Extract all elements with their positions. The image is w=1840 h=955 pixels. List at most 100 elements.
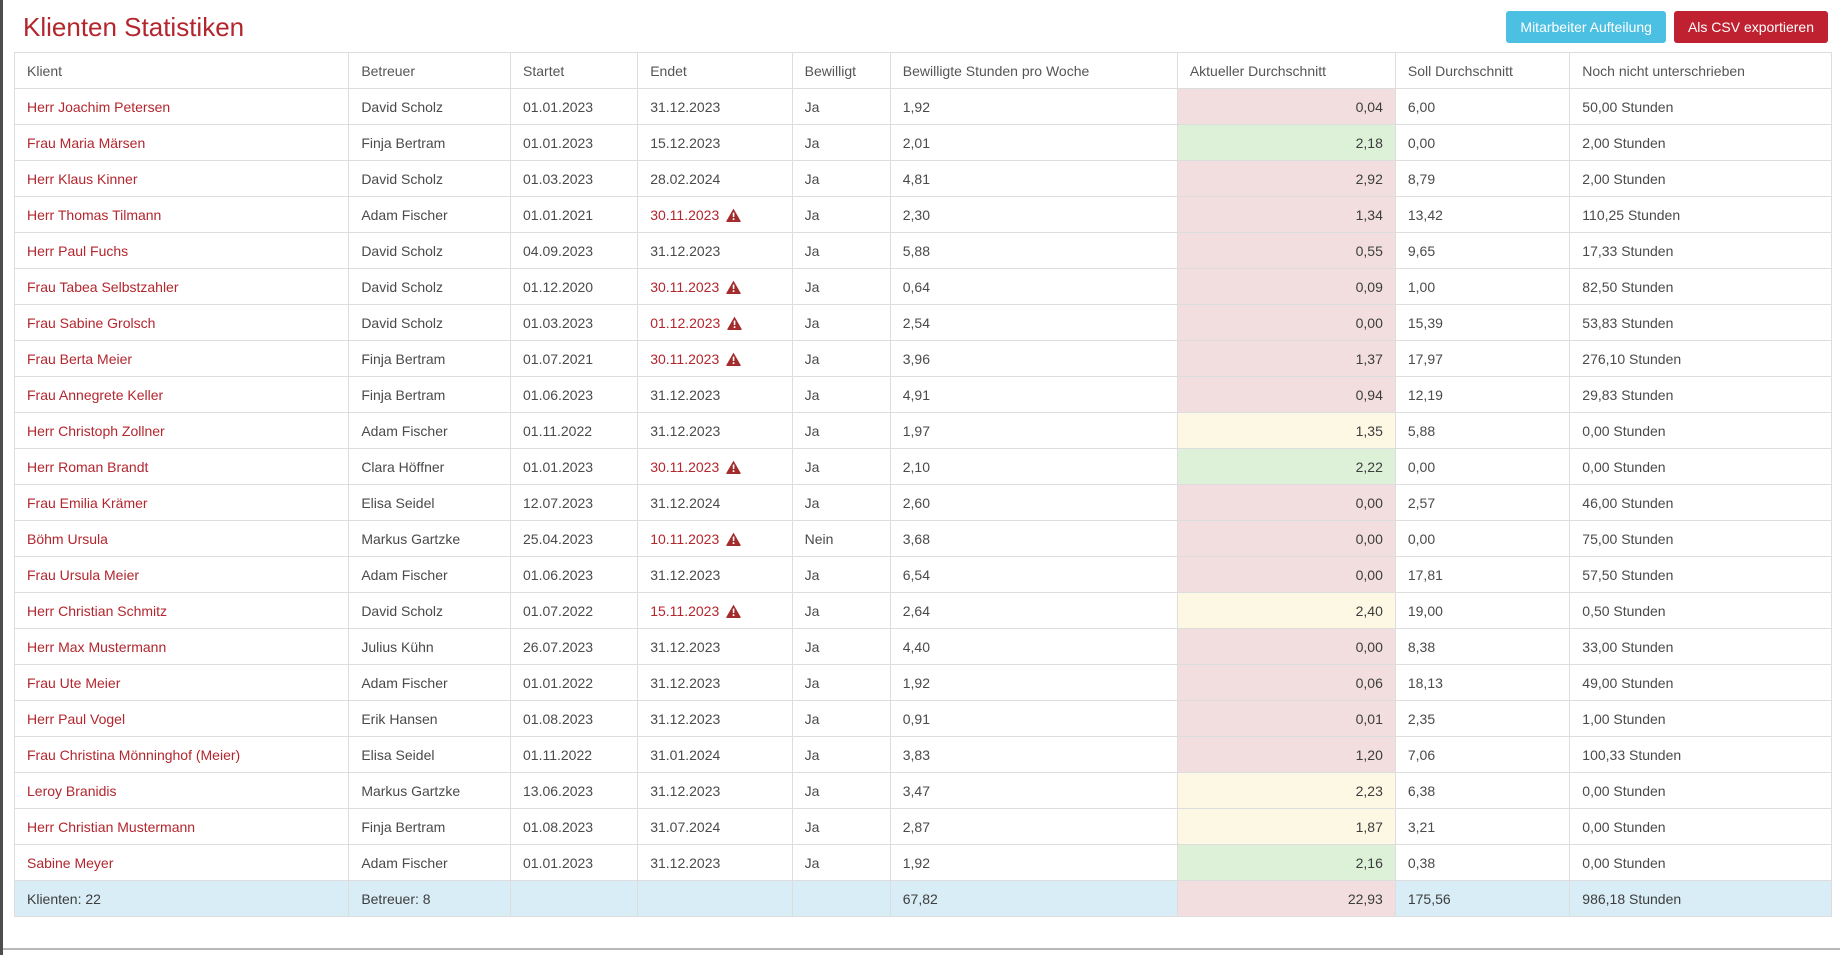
cell-klient: Herr Paul Vogel bbox=[13, 700, 350, 737]
cell-bewilligt: Ja bbox=[791, 124, 891, 161]
client-link[interactable]: Frau Maria Märsen bbox=[27, 134, 146, 151]
client-link[interactable]: Frau Emilia Krämer bbox=[27, 494, 148, 511]
cell-stunden_pro_woche: 2,60 bbox=[889, 484, 1178, 521]
table-row: Frau Maria Märsen Finja Bertram 01.01.2023… bbox=[13, 124, 1832, 161]
cell-soll_durchschnitt: 7,06 bbox=[1394, 736, 1571, 773]
cell-bewilligt: Ja bbox=[791, 772, 891, 809]
cell-stunden_pro_woche: 3,47 bbox=[889, 772, 1178, 809]
end-date-text: 30.11.2023 bbox=[650, 278, 720, 295]
table-row: Herr Christian Mustermann Finja Bertram 01… bbox=[13, 808, 1832, 845]
client-link[interactable]: Sabine Meyer bbox=[27, 854, 114, 871]
client-link[interactable]: Herr Christian Schmitz bbox=[27, 602, 168, 619]
cell-aktueller_durchschnitt: 2,40 bbox=[1176, 592, 1396, 629]
warning-icon bbox=[726, 532, 741, 546]
cell-klient: Herr Klaus Kinner bbox=[13, 160, 350, 197]
client-link[interactable]: Frau Tabea Selbstzahler bbox=[27, 278, 179, 295]
mitarbeiter-aufteilung-button[interactable]: Mitarbeiter Aufteilung bbox=[1506, 10, 1666, 44]
client-link[interactable]: Leroy Branidis bbox=[27, 782, 117, 799]
cell-bewilligt: Ja bbox=[791, 268, 891, 305]
table-row: Herr Paul Fuchs David Scholz 04.09.2023 31.… bbox=[13, 232, 1832, 269]
cell-betreuer: Julius Kühn bbox=[348, 628, 512, 665]
cell-bewilligt: Ja bbox=[791, 556, 891, 593]
cell-klient: Herr Christian Mustermann bbox=[13, 808, 350, 845]
cell-klient: Herr Thomas Tilmann bbox=[13, 196, 350, 233]
table-row: Frau Ute Meier Adam Fischer 01.01.2022 31.1… bbox=[13, 664, 1832, 701]
warning-icon bbox=[726, 460, 741, 474]
total-endet bbox=[637, 880, 793, 917]
cell-soll_durchschnitt: 0,00 bbox=[1394, 520, 1571, 557]
cell-startet: 25.04.2023 bbox=[510, 520, 639, 557]
client-link[interactable]: Herr Paul Vogel bbox=[27, 710, 126, 727]
cell-soll_durchschnitt: 0,38 bbox=[1394, 844, 1571, 881]
total-stunden_pro_woche: 67,82 bbox=[889, 880, 1178, 917]
cell-startet: 01.01.2023 bbox=[510, 124, 639, 161]
cell-endet: 30.11.2023 bbox=[637, 268, 793, 305]
client-link[interactable]: Frau Ursula Meier bbox=[27, 566, 140, 583]
cell-endet: 10.11.2023 bbox=[637, 520, 793, 557]
cell-stunden_pro_woche: 0,91 bbox=[889, 700, 1178, 737]
cell-startet: 01.11.2022 bbox=[510, 412, 639, 449]
client-link[interactable]: Herr Klaus Kinner bbox=[27, 170, 138, 187]
cell-bewilligt: Ja bbox=[791, 844, 891, 881]
cell-bewilligt: Ja bbox=[791, 700, 891, 737]
cell-klient: Frau Emilia Krämer bbox=[13, 484, 350, 521]
total-aktueller_durchschnitt: 22,93 bbox=[1176, 880, 1396, 917]
cell-aktueller_durchschnitt: 1,35 bbox=[1176, 412, 1396, 449]
warning-icon bbox=[726, 280, 741, 294]
client-link[interactable]: Herr Roman Brandt bbox=[27, 458, 149, 475]
cell-bewilligt: Ja bbox=[791, 412, 891, 449]
table-row: Herr Klaus Kinner David Scholz 01.03.2023 2… bbox=[13, 160, 1832, 197]
cell-klient: Leroy Branidis bbox=[13, 772, 350, 809]
client-link[interactable]: Herr Thomas Tilmann bbox=[27, 206, 162, 223]
cell-betreuer: David Scholz bbox=[348, 160, 512, 197]
cell-betreuer: Markus Gartzke bbox=[348, 772, 512, 809]
cell-noch_nicht_unterschrieben: 1,00 Stunden bbox=[1569, 700, 1832, 737]
cell-klient: Böhm Ursula bbox=[13, 520, 350, 557]
cell-soll_durchschnitt: 18,13 bbox=[1394, 664, 1571, 701]
cell-startet: 01.01.2023 bbox=[510, 448, 639, 485]
column-header-noch_nicht_unterschrieben: Noch nicht unterschrieben bbox=[1569, 52, 1832, 89]
table-row: Sabine Meyer Adam Fischer 01.01.2023 31.12.… bbox=[13, 844, 1832, 881]
client-link[interactable]: Herr Joachim Petersen bbox=[27, 98, 171, 115]
cell-endet: 31.12.2023 bbox=[637, 664, 793, 701]
cell-noch_nicht_unterschrieben: 0,00 Stunden bbox=[1569, 412, 1832, 449]
client-link[interactable]: Böhm Ursula bbox=[27, 530, 108, 547]
cell-stunden_pro_woche: 2,01 bbox=[889, 124, 1178, 161]
export-csv-button[interactable]: Als CSV exportieren bbox=[1673, 10, 1828, 44]
cell-startet: 01.01.2021 bbox=[510, 196, 639, 233]
table-row: Frau Sabine Grolsch David Scholz 01.03.202… bbox=[13, 304, 1832, 341]
client-link[interactable]: Frau Annegrete Keller bbox=[27, 386, 164, 403]
warning-icon bbox=[727, 316, 742, 330]
table-row: Herr Roman Brandt Clara Höffner 01.01.2023… bbox=[13, 448, 1832, 485]
client-link[interactable]: Herr Christoph Zollner bbox=[27, 422, 165, 439]
client-link[interactable]: Frau Berta Meier bbox=[27, 350, 133, 367]
cell-endet: 15.12.2023 bbox=[637, 124, 793, 161]
cell-stunden_pro_woche: 3,83 bbox=[889, 736, 1178, 773]
client-link[interactable]: Herr Max Mustermann bbox=[27, 638, 167, 655]
total-bewilligt bbox=[791, 880, 891, 917]
cell-startet: 01.03.2023 bbox=[510, 160, 639, 197]
cell-soll_durchschnitt: 8,79 bbox=[1394, 160, 1571, 197]
cell-endet: 31.12.2023 bbox=[637, 88, 793, 125]
cell-bewilligt: Ja bbox=[791, 376, 891, 413]
totals-row: Klienten: 22 Betreuer: 8 67,82 22,93 175,56 9… bbox=[13, 880, 1832, 917]
client-link[interactable]: Frau Christina Mönninghof (Meier) bbox=[27, 746, 241, 763]
cell-soll_durchschnitt: 17,81 bbox=[1394, 556, 1571, 593]
cell-klient: Frau Ute Meier bbox=[13, 664, 350, 701]
cell-betreuer: Finja Bertram bbox=[348, 340, 512, 377]
cell-noch_nicht_unterschrieben: 276,10 Stunden bbox=[1569, 340, 1832, 377]
cell-stunden_pro_woche: 1,92 bbox=[889, 88, 1178, 125]
cell-endet: 31.12.2023 bbox=[637, 232, 793, 269]
client-link[interactable]: Frau Ute Meier bbox=[27, 674, 121, 691]
cell-aktueller_durchschnitt: 1,87 bbox=[1176, 808, 1396, 845]
client-link[interactable]: Frau Sabine Grolsch bbox=[27, 314, 156, 331]
cell-betreuer: David Scholz bbox=[348, 592, 512, 629]
cell-klient: Frau Christina Mönninghof (Meier) bbox=[13, 736, 350, 773]
client-link[interactable]: Herr Christian Mustermann bbox=[27, 818, 196, 835]
table-row: Herr Christoph Zollner Adam Fischer 01.11.… bbox=[13, 412, 1832, 449]
client-link[interactable]: Herr Paul Fuchs bbox=[27, 242, 129, 259]
end-date-text: 15.11.2023 bbox=[650, 602, 720, 619]
cell-soll_durchschnitt: 15,39 bbox=[1394, 304, 1571, 341]
cell-noch_nicht_unterschrieben: 82,50 Stunden bbox=[1569, 268, 1832, 305]
column-header-klient: Klient bbox=[13, 52, 350, 89]
